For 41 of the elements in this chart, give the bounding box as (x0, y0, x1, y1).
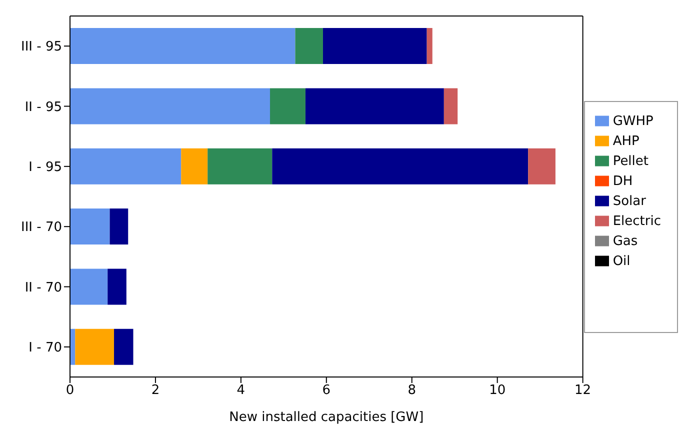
y-tick-label: II - 70 (24, 280, 62, 296)
legend-label: Pellet (612, 154, 649, 168)
bar (444, 88, 458, 124)
bar (272, 148, 528, 184)
bar (114, 328, 134, 365)
bar (108, 268, 126, 305)
x-axis-title: New installed capacities [GW] (229, 410, 424, 425)
legend-label: Electric (612, 214, 661, 228)
y-tick-label: I - 95 (28, 160, 62, 176)
x-tick-label: 10 (489, 383, 506, 398)
x-tick-label: 2 (151, 383, 160, 398)
legend-label: DH (612, 174, 633, 188)
bar (305, 88, 444, 124)
bar (75, 328, 114, 365)
bar (70, 208, 110, 245)
y-tick-label: II - 95 (24, 100, 62, 115)
y-tick-label: III - 70 (21, 220, 62, 236)
bar (295, 28, 323, 64)
x-tick-label: 4 (236, 383, 246, 398)
bar (181, 148, 208, 184)
bar (110, 208, 128, 245)
x-tick-label: 12 (574, 383, 592, 398)
bar (528, 148, 556, 184)
bar (426, 28, 432, 64)
legend-label: GWHP (612, 114, 654, 128)
bar (270, 88, 306, 124)
x-tick-label: 0 (66, 383, 74, 398)
bar (208, 148, 272, 184)
bar (70, 88, 270, 124)
legend-label: Oil (612, 254, 630, 268)
bar (70, 28, 296, 64)
x-tick-label: 6 (322, 383, 331, 398)
y-tick-label: I - 70 (28, 340, 62, 356)
x-tick-label: 8 (408, 383, 416, 398)
legend-label: Solar (612, 194, 646, 208)
y-tick-label: III - 95 (21, 40, 62, 55)
bar (70, 268, 108, 305)
bar (70, 148, 182, 184)
legend-label: AHP (612, 134, 640, 148)
bar (322, 28, 427, 64)
legend-label: Gas (612, 234, 638, 248)
